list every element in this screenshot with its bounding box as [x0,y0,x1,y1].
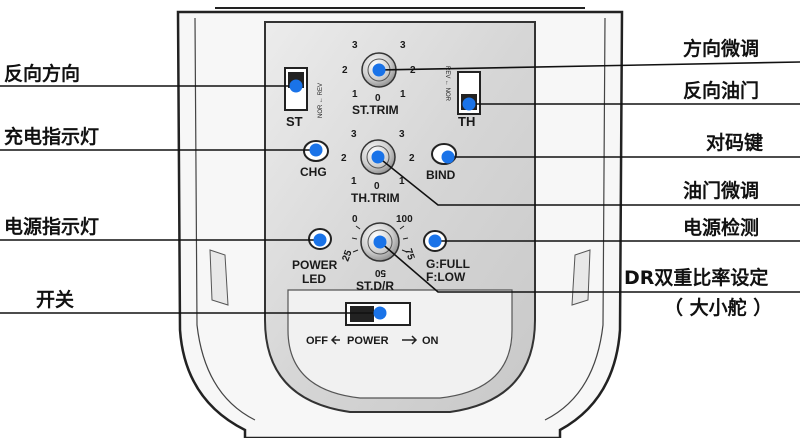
dr-tick-25: 25 [340,248,354,263]
marker-st-trim [372,63,386,77]
label-reverse-direction: 反向方向 [4,62,80,85]
callout-lines [0,61,800,314]
label-dr-setting: DR双重比率设定 [624,266,768,289]
dr-tick-75: 75 [402,247,416,262]
marker-th-reverse [462,97,476,111]
th-trim-tick-1-right: 1 [399,176,405,187]
st-dr-label: ST.D/R [356,279,394,293]
label-reverse-throttle: 反向油门 [683,79,759,102]
marker-st-reverse [289,79,303,93]
dr-tick-100: 100 [396,214,413,225]
label-power-check: 电源检测 [683,216,759,239]
power-led-label-1: POWER [292,258,338,272]
label-power-indicator: 电源指示灯 [4,215,99,238]
st-trim-tick-1-right: 1 [400,89,406,100]
off-label: OFF [306,335,328,347]
th-label: TH [458,114,475,129]
nor-rev-left-label: NOR ← REV [318,83,324,118]
th-trim-tick-3-right: 3 [399,129,405,140]
dr-tick-50: 50 [374,267,386,278]
marker-chg [309,143,323,157]
st-label: ST [286,114,303,129]
power-label: POWER [347,335,389,347]
marker-battery-check [428,234,442,248]
label-dr-setting-sub: （ 大小舵 ） [664,296,772,319]
control-panel [264,21,536,413]
st-trim-tick-3-right: 3 [400,40,406,51]
chg-label: CHG [300,165,327,179]
th-trim-tick-1-left: 1 [351,176,357,187]
st-trim-label: ST.TRIM [352,103,399,117]
label-charge-indicator: 充电指示灯 [4,125,99,148]
marker-power-led [313,233,327,247]
label-steering-trim: 方向微调 [683,37,759,60]
th-trim-tick-2-left: 2 [341,153,347,164]
on-label: ON [422,335,439,347]
arrow-left-icon [330,335,340,345]
label-bind-key: 对码键 [706,131,763,154]
marker-power-switch [373,306,387,320]
marker-dr [373,235,387,249]
st-trim-tick-2-right: 2 [410,65,416,76]
th-trim-tick-0: 0 [374,181,380,192]
st-trim-tick-0: 0 [375,93,381,104]
dr-tick-0: 0 [352,214,358,225]
power-led-label-2: LED [302,272,326,286]
label-switch: 开关 [36,288,74,311]
dr-scale-ticks [351,225,409,253]
th-trim-label: TH.TRIM [351,191,400,205]
bind-label: BIND [426,168,456,182]
marker-th-trim [371,150,385,164]
marker-bind [441,150,455,164]
st-trim-tick-2-left: 2 [342,65,348,76]
label-throttle-trim: 油门微调 [683,179,759,202]
g-full-label: G:FULL [426,257,470,271]
th-trim-tick-3-left: 3 [351,129,357,140]
th-trim-tick-2-right: 2 [409,153,415,164]
arrow-right-icon [402,335,418,345]
rev-nor-right-label: REV ← NOR [444,66,450,102]
f-low-label: F:LOW [426,270,466,284]
st-trim-tick-1-left: 1 [352,89,358,100]
marker-dots [289,63,476,320]
st-trim-tick-3-left: 3 [352,40,358,51]
